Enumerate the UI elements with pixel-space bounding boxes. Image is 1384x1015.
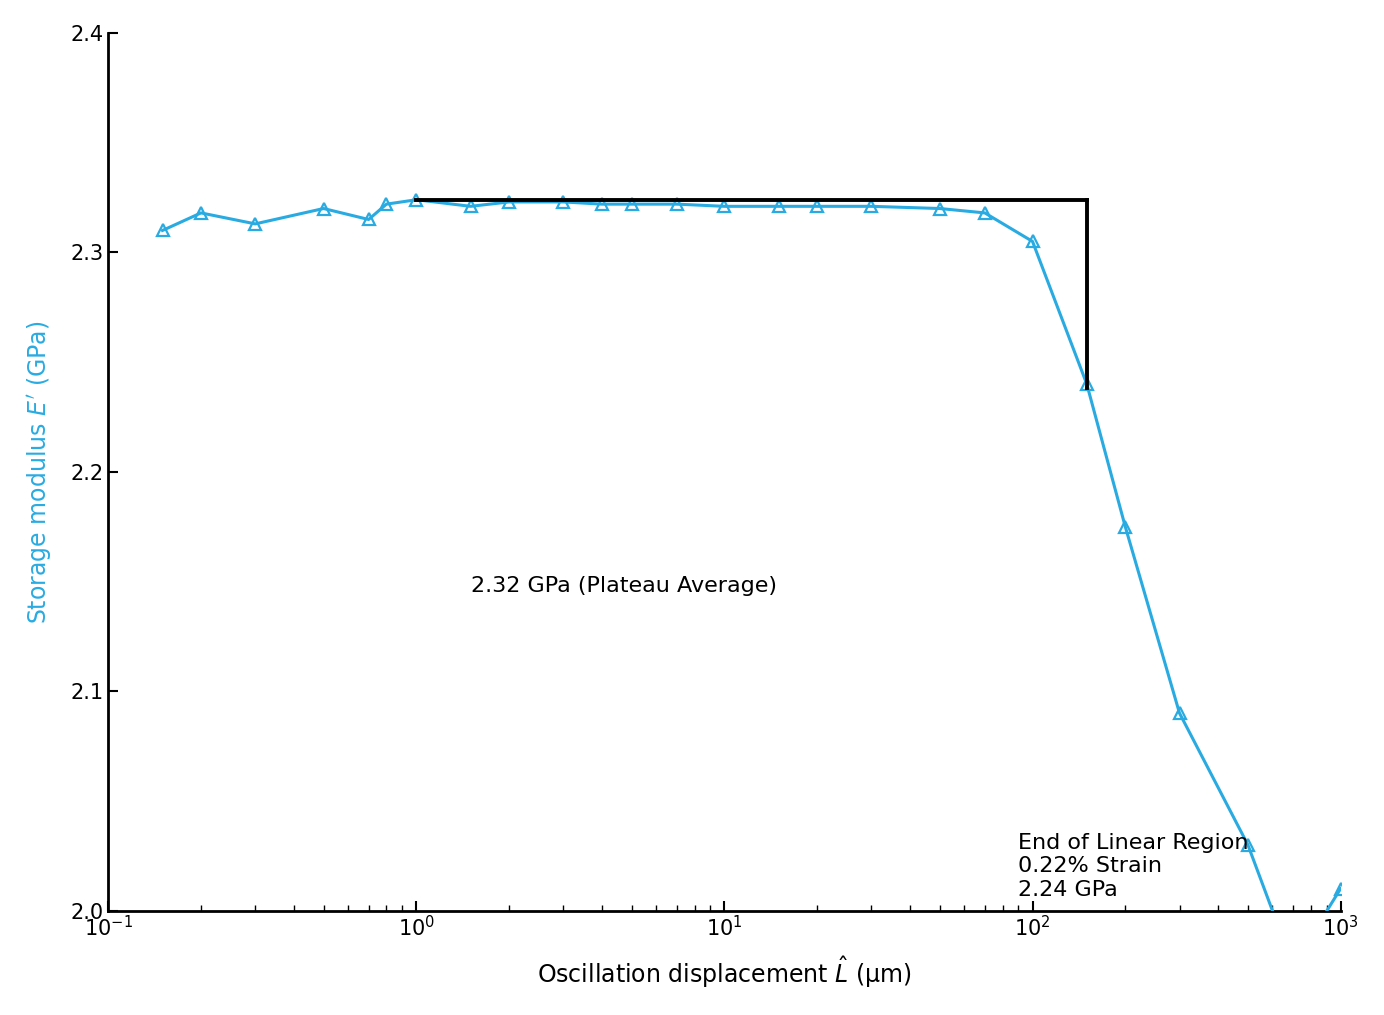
X-axis label: Oscillation displacement $\hat{L}$ (μm): Oscillation displacement $\hat{L}$ (μm) [537,954,912,990]
Text: 2.32 GPa (Plateau Average): 2.32 GPa (Plateau Average) [471,577,776,597]
Y-axis label: Storage modulus $E'$ (GPa): Storage modulus $E'$ (GPa) [25,320,54,623]
Text: End of Linear Region
0.22% Strain
2.24 GPa: End of Linear Region 0.22% Strain 2.24 G… [1019,833,1248,899]
